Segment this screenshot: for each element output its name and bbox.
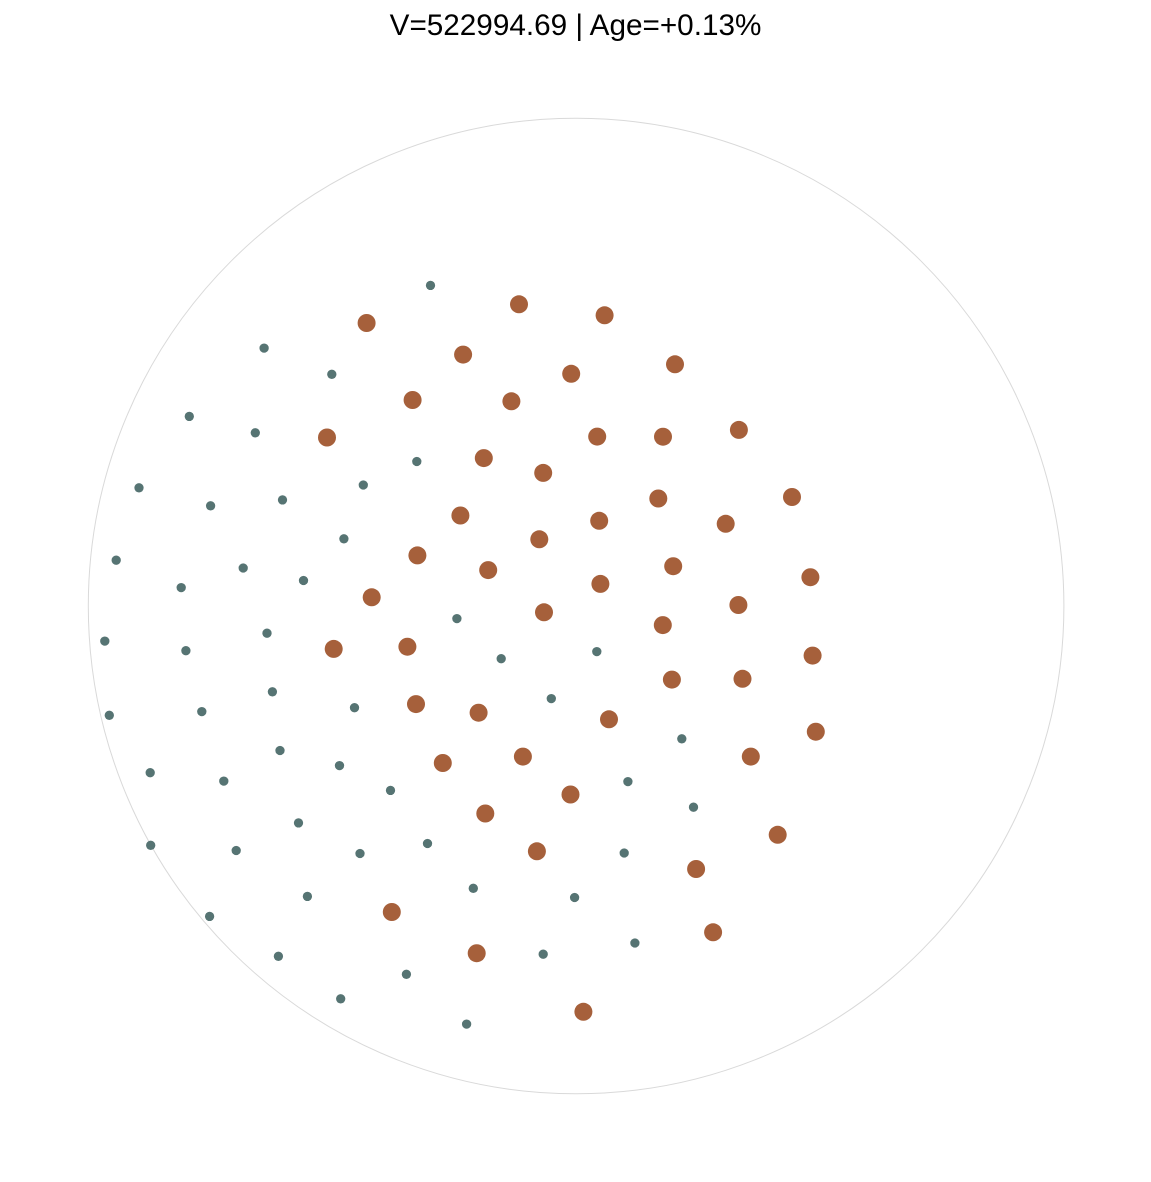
svg-text:V=522994.69 | Age=+0.13%: V=522994.69 | Age=+0.13%	[390, 9, 762, 42]
